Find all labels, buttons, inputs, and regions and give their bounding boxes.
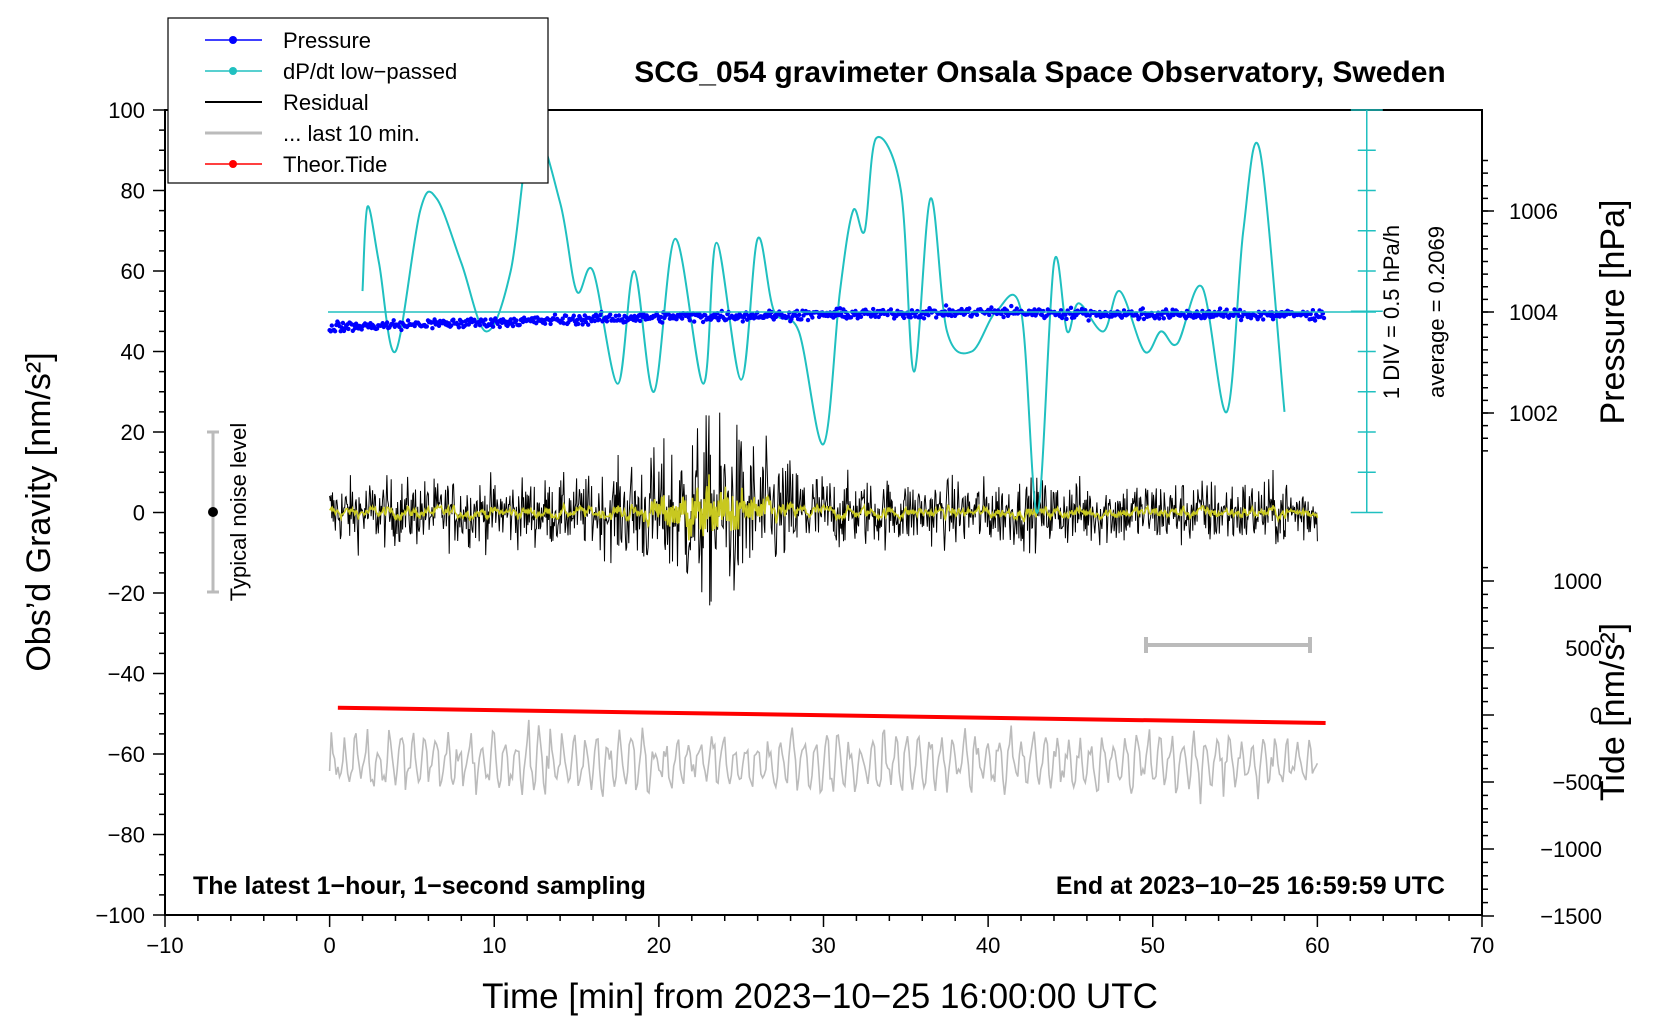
legend-last10: ... last 10 min.	[283, 121, 420, 146]
pressure-tick-label: 1002	[1509, 401, 1558, 426]
y-tick-label: 80	[121, 179, 145, 204]
pressure-axis-ticks: 1006 1004 1002	[1482, 159, 1558, 452]
y-tick-label: −20	[108, 581, 145, 606]
y-tick-label: 20	[121, 420, 145, 445]
x-tick-label: 0	[324, 933, 336, 958]
tide-tick-label: −1500	[1540, 904, 1602, 929]
pressure-axis-label: Pressure [hPa]	[1594, 200, 1632, 425]
y-tick-label: −100	[95, 903, 145, 928]
y-tick-label: −80	[108, 823, 145, 848]
noise-level-bar	[207, 430, 219, 594]
end-time-note: End at 2023−10−25 16:59:59 UTC	[1056, 872, 1445, 900]
div-scale	[1350, 109, 1383, 514]
x-axis-label: Time [min] from 2023−10−25 16:00:00 UTC	[482, 977, 1158, 1016]
y-tick-label: 100	[108, 98, 145, 123]
y-tick-label: 60	[121, 259, 145, 284]
residual-filtered-line	[328, 474, 1319, 541]
div-label: 1 DIV = 0.5 hPa/h	[1379, 225, 1404, 399]
y-tick-label: −40	[108, 662, 145, 687]
tide-axis-label: Tide [nm/s²]	[1594, 623, 1632, 801]
legend: Pressure dP/dt low−passed Residual ... l…	[167, 17, 549, 184]
sampling-note: The latest 1−hour, 1−second sampling	[193, 872, 646, 900]
tide-tick-label: 0	[1590, 703, 1602, 728]
y-axis-left-label: Obs’d Gravity [nm/s²]	[20, 352, 58, 671]
pressure-tick-label: 1006	[1509, 199, 1558, 224]
x-tick-label: 60	[1305, 933, 1329, 958]
average-label: average = 0.2069	[1424, 226, 1449, 398]
tide-line	[337, 705, 1326, 726]
pressure-tick-label: 1004	[1509, 300, 1558, 325]
last-10-min-bar	[1144, 637, 1312, 653]
last-10-min-series	[328, 719, 1319, 805]
residual-filtered-series	[328, 474, 1319, 541]
y-tick-label: −60	[108, 742, 145, 767]
y-tick-label: 0	[133, 501, 145, 526]
legend-residual: Residual	[283, 90, 369, 115]
legend-dpdt: dP/dt low−passed	[283, 59, 457, 84]
chart-title: SCG_054 gravimeter Onsala Space Observat…	[634, 56, 1446, 89]
noise-level-label: Typical noise level	[226, 423, 251, 602]
pressure-series	[327, 303, 1327, 334]
pressure-dots	[327, 303, 1327, 334]
tide-tick-label: −500	[1552, 770, 1602, 795]
x-tick-label: 70	[1470, 933, 1494, 958]
tide-series	[337, 705, 1326, 726]
tide-tick-label: 1000	[1553, 569, 1602, 594]
tide-tick-label: 500	[1565, 636, 1602, 661]
tide-tick-label: −1000	[1540, 837, 1602, 862]
x-tick-label: −10	[146, 933, 183, 958]
tide-axis-ticks: 1000 500 0 −500 −1000 −1500	[1482, 566, 1602, 929]
x-tick-label: 30	[811, 933, 835, 958]
y-axis-left-ticks: 100 80 60 40 20 0 −20 −40 −60 −80 −100	[95, 98, 165, 928]
legend-pressure: Pressure	[283, 28, 371, 53]
last-10-min-line	[328, 719, 1319, 805]
y-tick-label: 40	[121, 340, 145, 365]
x-tick-label: 10	[482, 933, 506, 958]
x-axis-ticks: −10 0 10 20 30 40 50 60 70	[146, 915, 1494, 958]
legend-tide: Theor.Tide	[283, 152, 387, 177]
x-tick-label: 40	[976, 933, 1000, 958]
x-tick-label: 20	[647, 933, 671, 958]
x-tick-label: 50	[1141, 933, 1165, 958]
